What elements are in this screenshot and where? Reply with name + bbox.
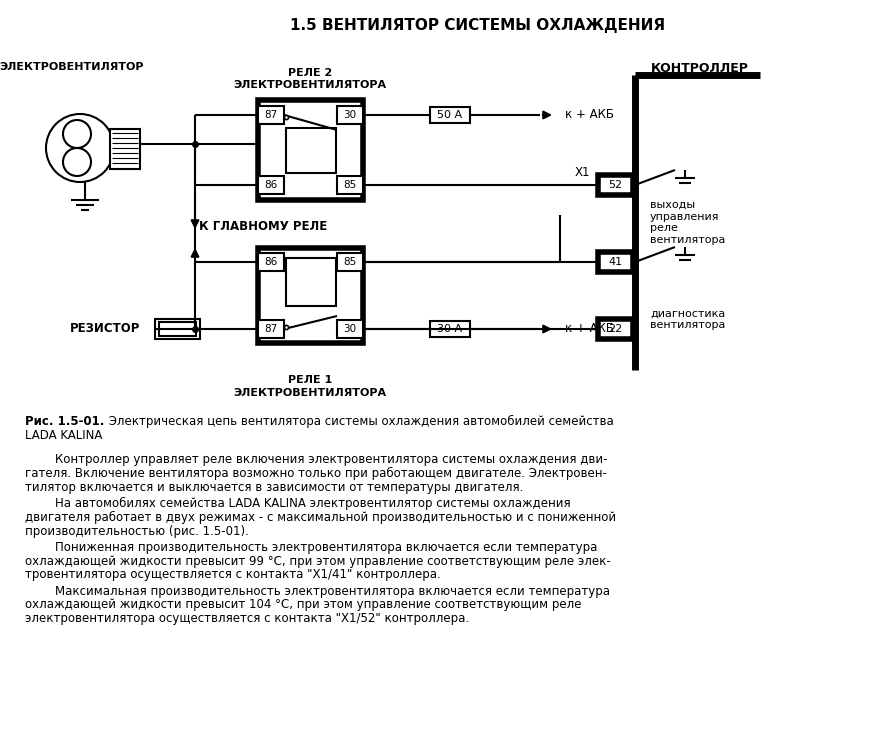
Bar [430,321,470,337]
Bar [286,258,336,306]
Text: электровентилятора осуществляется с контакта "X1/52" контроллера.: электровентилятора осуществляется с конт… [25,612,469,625]
Text: двигателя работает в двух режимах - с максимальной производительностью и с пониж: двигателя работает в двух режимах - с ма… [25,511,617,524]
Text: 1.5 ВЕНТИЛЯТОР СИСТЕМЫ ОХЛАЖДЕНИЯ: 1.5 ВЕНТИЛЯТОР СИСТЕМЫ ОХЛАЖДЕНИЯ [290,18,665,33]
Text: ЭЛЕКТРОВЕНТИЛЯТОР: ЭЛЕКТРОВЕНТИЛЯТОР [0,62,144,72]
Text: к + АКБ: к + АКБ [565,323,614,335]
Text: к + АКБ: к + АКБ [565,108,614,122]
Text: X1: X1 [574,166,590,179]
Bar [337,320,363,338]
Text: охлаждающей жидкости превысит 99 °С, при этом управление соответствующим реле эл: охлаждающей жидкости превысит 99 °С, при… [25,555,610,567]
Bar [258,253,284,271]
Text: 87: 87 [264,324,278,334]
Text: К ГЛАВНОМУ РЕЛЕ: К ГЛАВНОМУ РЕЛЕ [199,220,327,233]
Text: 87: 87 [264,110,278,120]
Text: 30: 30 [344,110,357,120]
Text: 85: 85 [344,257,357,267]
Bar [110,129,140,169]
Text: На автомобилях семейства LADA KALINA электровентилятор системы охлаждения: На автомобилях семейства LADA KALINA эле… [25,497,571,510]
Text: КОНТРОЛЛЕР: КОНТРОЛЛЕР [651,62,749,75]
Bar [598,319,633,339]
Text: РЕЗИСТОР: РЕЗИСТОР [70,323,140,335]
Text: тилятор включается и выключается в зависимости от температуры двигателя.: тилятор включается и выключается в завис… [25,481,524,493]
Text: 85: 85 [344,180,357,190]
Text: 86: 86 [264,257,278,267]
Bar [337,106,363,124]
Text: выходы
управления
реле
вентилятора: выходы управления реле вентилятора [650,200,725,244]
Bar [159,322,196,336]
Text: производительностью (рис. 1.5-01).: производительностью (рис. 1.5-01). [25,525,249,537]
Text: LADA KALINA: LADA KALINA [25,429,103,442]
Text: Контроллер управляет реле включения электровентилятора системы охлаждения дви-: Контроллер управляет реле включения элек… [25,453,608,466]
Bar [258,106,284,124]
Text: тровентилятора осуществляется с контакта "X1/41" контроллера.: тровентилятора осуществляется с контакта… [25,569,441,581]
Bar [258,320,284,338]
Bar [286,128,336,173]
Text: 50 А: 50 А [438,110,462,120]
Bar [258,248,363,343]
Bar [258,176,284,194]
Bar [598,175,633,195]
Bar [598,252,633,272]
Text: 30: 30 [344,324,357,334]
Bar [155,319,200,339]
Text: 41: 41 [609,257,623,267]
Text: диагностика
вентилятора: диагностика вентилятора [650,308,725,330]
Text: Максимальная производительность электровентилятора включается если температура: Максимальная производительность электров… [25,585,610,598]
Text: РЕЛЕ 2: РЕЛЕ 2 [288,68,332,78]
Bar [337,176,363,194]
Text: гателя. Включение вентилятора возможно только при работающем двигателе. Электров: гателя. Включение вентилятора возможно т… [25,467,607,480]
Text: 86: 86 [264,180,278,190]
Text: 22: 22 [609,324,623,334]
Bar [337,253,363,271]
Text: Пониженная производительность электровентилятора включается если температура: Пониженная производительность электровен… [25,541,597,554]
Text: Электрическая цепь вентилятора системы охлаждения автомобилей семейства: Электрическая цепь вентилятора системы о… [105,415,614,428]
Text: охлаждающей жидкости превысит 104 °С, при этом управление соответствующим реле: охлаждающей жидкости превысит 104 °С, пр… [25,599,581,611]
Text: 30 А: 30 А [438,324,462,334]
Text: ЭЛЕКТРОВЕНТИЛЯТОРА: ЭЛЕКТРОВЕНТИЛЯТОРА [233,388,387,398]
Bar [430,107,470,123]
Text: ЭЛЕКТРОВЕНТИЛЯТОРА: ЭЛЕКТРОВЕНТИЛЯТОРА [233,80,387,90]
Text: Рис. 1.5-01.: Рис. 1.5-01. [25,415,104,428]
Text: 52: 52 [609,180,623,190]
Text: РЕЛЕ 1: РЕЛЕ 1 [288,375,332,385]
Bar [258,100,363,200]
